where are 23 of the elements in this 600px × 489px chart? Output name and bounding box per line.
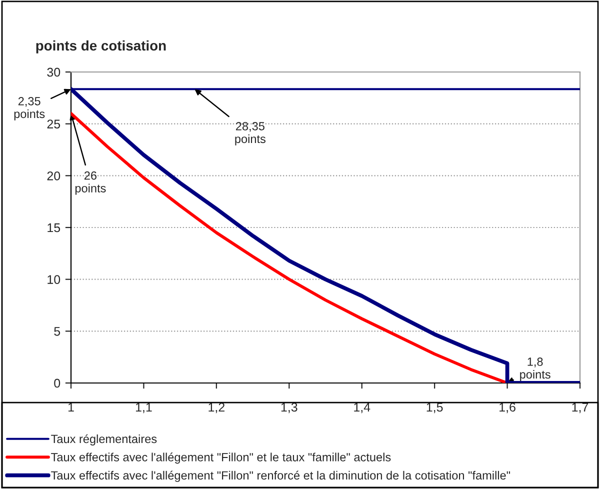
x-tick-label: 1,5 [426, 402, 443, 414]
y-tick-label: 20 [47, 171, 60, 180]
y-tick-label: 30 [47, 68, 60, 77]
x-tick-label: 1,4 [354, 402, 370, 414]
x-tick-label: 1,6 [500, 402, 516, 414]
annotation: 26 points [75, 171, 106, 195]
y-tick-label: 0 [54, 378, 60, 388]
x-tick-label: 1,1 [136, 402, 152, 414]
x-tick-label: 1 [68, 402, 74, 412]
legend-label: Taux réglementaires [51, 434, 157, 446]
x-tick-label: 1,3 [281, 402, 298, 414]
y-tick-label: 15 [48, 223, 60, 232]
y-tick-label: 10 [48, 275, 60, 284]
legend-label: Taux effectifs avec l'allégement "Fillon" et le taux "famille" actuels [51, 452, 391, 464]
annotation: 28,35 points [235, 122, 266, 146]
x-tick-label: 1,7 [572, 402, 588, 414]
legend-label: Taux effectifs avec l'allégement "Fillon" renforcé et la diminution de la cotisation "famille" [51, 470, 510, 482]
y-axis-title: points de cotisation [36, 40, 166, 54]
y-tick-label: 25 [47, 120, 60, 128]
y-tick-label: 5 [54, 327, 60, 336]
x-tick-label: 1,2 [208, 402, 224, 414]
annotation: 1,8 points [520, 358, 550, 381]
annotation: 2,35 points [14, 97, 45, 120]
